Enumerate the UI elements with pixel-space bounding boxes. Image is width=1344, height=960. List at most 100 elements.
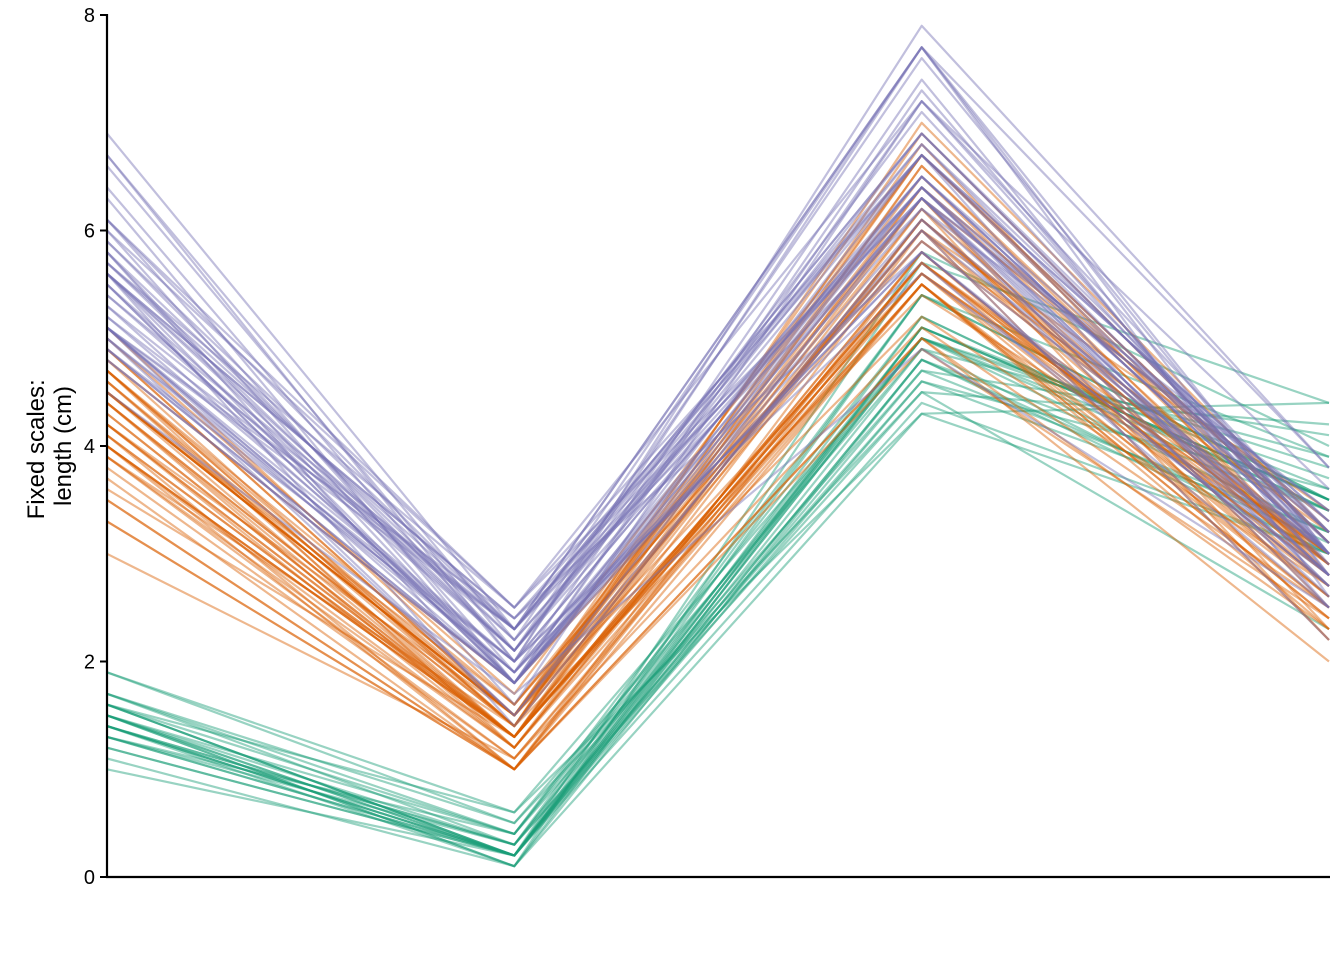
series-line-group-2-49	[106, 326, 1330, 760]
series-line-group-2-9	[106, 164, 1330, 739]
series-line-group-2-15	[106, 272, 1330, 739]
series-line-group-2-3	[106, 132, 1330, 717]
series-line-group-3-19	[106, 46, 1330, 631]
series-line-group-1-20	[106, 391, 1330, 846]
series-line-group-3-34	[106, 197, 1330, 717]
series-line-group-2-30	[106, 261, 1330, 771]
series-line-group-1-12	[106, 358, 1330, 857]
series-line-group-3-37	[106, 197, 1330, 620]
y-tick-label-2: 2	[84, 652, 95, 674]
y-tick-label-6: 6	[84, 221, 95, 243]
series-line-group-3-31	[106, 78, 1330, 674]
series-line-group-3-49	[106, 207, 1330, 631]
series-line-group-3-36	[106, 46, 1330, 631]
series-line-group-2-21	[106, 240, 1330, 685]
series-lines	[106, 24, 1330, 868]
series-line-group-3-40	[106, 132, 1330, 652]
series-line-group-1-29	[106, 326, 1330, 846]
series-line-group-2-12	[106, 240, 1330, 717]
series-line-group-2-47	[106, 261, 1330, 739]
series-line-group-1-6	[106, 337, 1330, 836]
series-line-group-1-4	[106, 347, 1330, 825]
series-line-group-2-4	[106, 283, 1330, 739]
series-line-group-1-23	[106, 412, 1330, 868]
series-line-group-2-23	[106, 197, 1330, 717]
series-line-group-2-5	[106, 175, 1330, 717]
series-line-group-3-39	[106, 229, 1330, 685]
series-line-group-2-50	[106, 261, 1330, 739]
series-line-group-3-29	[106, 186, 1330, 652]
series-line-group-3-8	[106, 89, 1330, 685]
series-line-group-1-7	[106, 326, 1330, 857]
series-line-group-3-11	[106, 175, 1330, 663]
series-line-group-2-8	[106, 347, 1330, 771]
series-line-group-1-18	[106, 369, 1330, 857]
series-line-group-2-31	[106, 283, 1330, 760]
series-line-group-2-39	[106, 272, 1330, 739]
series-line-group-2-22	[106, 218, 1330, 739]
series-line-group-1-14	[106, 380, 1330, 846]
series-line-group-1-2	[106, 391, 1330, 825]
series-line-group-3-15	[106, 251, 1330, 620]
series-line-group-1-30	[106, 358, 1330, 857]
series-line-group-2-41	[106, 283, 1330, 749]
series-line-group-2-32	[106, 283, 1330, 771]
y-axis-ticks: 0 2 4 6 8	[84, 5, 107, 889]
series-line-group-1-9	[106, 315, 1330, 836]
series-line-group-2-29	[106, 229, 1330, 717]
series-line-group-2-16	[106, 154, 1330, 728]
series-line-group-2-7	[106, 197, 1330, 706]
series-line-group-3-21	[106, 132, 1330, 631]
series-line-group-2-24	[106, 218, 1330, 749]
series-line-group-2-19	[106, 207, 1330, 717]
series-line-group-3-1	[106, 197, 1330, 609]
series-line-group-2-42	[106, 218, 1330, 728]
series-line-group-3-26	[106, 100, 1330, 685]
series-line-group-3-17	[106, 175, 1330, 685]
series-line-group-2-1	[106, 121, 1330, 728]
y-axis-label-line-2: length (cm)	[50, 386, 77, 506]
series-line-group-3-13	[106, 143, 1330, 652]
series-line-group-2-13	[106, 229, 1330, 771]
series-line-group-3-33	[106, 186, 1330, 642]
series-line-group-3-4	[106, 197, 1330, 685]
series-line-group-3-12	[106, 186, 1330, 674]
series-line-group-1-13	[106, 326, 1330, 868]
series-line-group-1-22	[106, 337, 1330, 857]
series-line-group-3-23	[106, 46, 1330, 663]
series-line-group-1-17	[106, 358, 1330, 868]
series-line-group-2-44	[106, 337, 1330, 771]
series-line-group-2-34	[106, 229, 1330, 706]
series-line-group-2-35	[106, 294, 1330, 717]
series-line-group-2-28	[106, 154, 1330, 695]
series-line-group-2-14	[106, 218, 1330, 728]
series-line-group-3-16	[106, 186, 1330, 631]
series-line-group-2-38	[106, 197, 1330, 739]
series-line-group-2-48	[106, 207, 1330, 739]
series-line-group-1-1	[106, 401, 1330, 814]
series-line-group-3-46	[106, 154, 1330, 631]
series-line-group-1-28	[106, 401, 1330, 857]
series-line-group-3-14	[106, 261, 1330, 663]
series-line-group-2-11	[106, 337, 1330, 771]
y-axis-label-line-1: Fixed scales:	[23, 379, 50, 519]
series-line-group-2-37	[106, 154, 1330, 717]
series-line-group-3-24	[106, 197, 1330, 685]
series-line-group-2-18	[106, 251, 1330, 771]
series-line-group-3-47	[106, 197, 1330, 674]
series-line-group-1-5	[106, 337, 1330, 846]
series-line-group-2-46	[106, 261, 1330, 749]
series-line-group-3-20	[106, 229, 1330, 717]
series-line-group-3-48	[106, 175, 1330, 663]
series-line-group-3-44	[106, 143, 1330, 631]
series-line-group-1-26	[106, 337, 1330, 814]
series-line-group-3-5	[106, 175, 1330, 642]
series-line-group-2-25	[106, 186, 1330, 739]
series-line-group-3-45	[106, 154, 1330, 609]
series-line-group-3-25	[106, 154, 1330, 652]
series-line-group-1-10	[106, 294, 1330, 846]
series-line-group-1-27	[106, 261, 1330, 868]
y-tick-label-4: 4	[84, 436, 95, 458]
series-line-group-2-36	[106, 229, 1330, 706]
series-line-group-2-17	[106, 272, 1330, 717]
